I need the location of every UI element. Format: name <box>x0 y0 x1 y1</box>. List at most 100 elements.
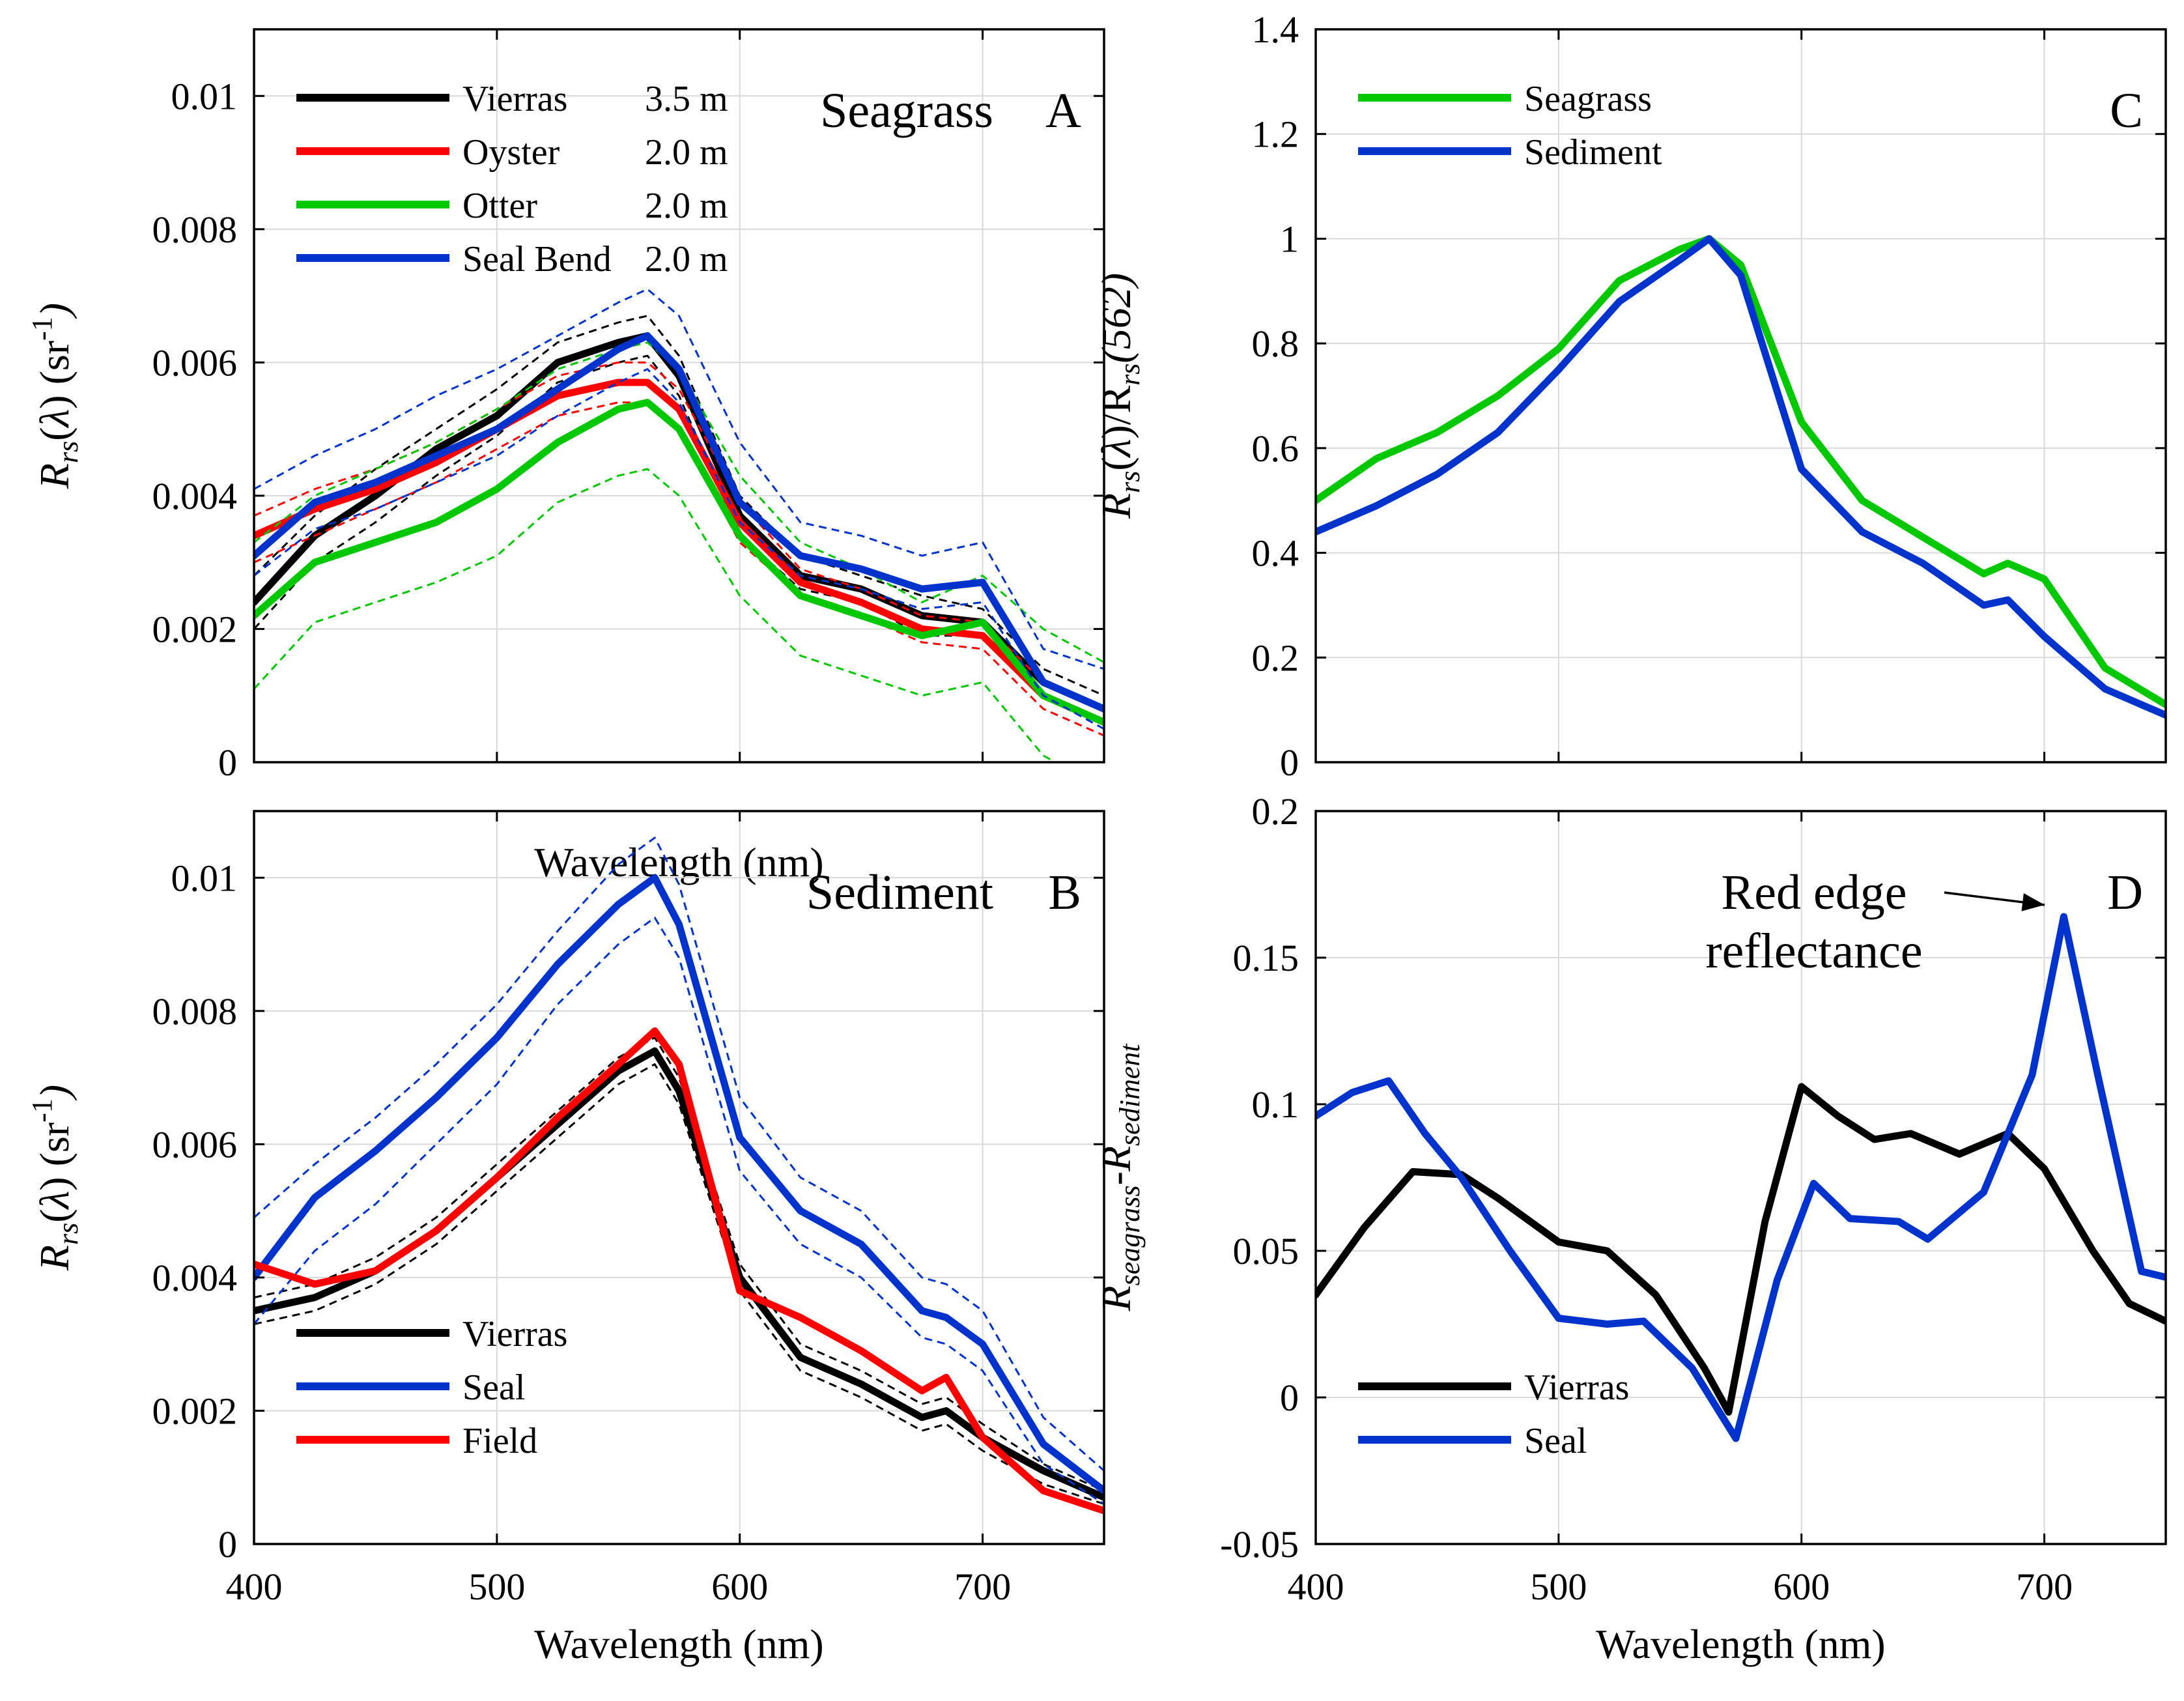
panel-C: 0 0.2 0.4 0.6 0.8 1 1.2 1.4 Rrs(λ)/Rrs(562) C Seag… <box>1093 8 2167 784</box>
y-tick-label: 0.1 <box>1252 1083 1299 1126</box>
legend-label: Field <box>462 1421 537 1461</box>
y-tick-label: 0.2 <box>1252 636 1299 679</box>
series-seal-line <box>1316 913 2166 1442</box>
panel-D: -0.05 0 0.05 0.1 0.15 0.2 400 500 600 700 Waveleng… <box>1093 790 2167 1667</box>
y-tick-label: 0.15 <box>1233 937 1299 979</box>
series-vierras-dashed-bound <box>254 1036 1104 1492</box>
y-tick-label: 0.01 <box>171 75 238 117</box>
y-tick-label: 1 <box>1280 218 1299 260</box>
legend-depth: 2.0 m <box>645 239 728 279</box>
legend-label: Sediment <box>1524 132 1662 173</box>
series-seal-bend-dashed-bound <box>254 368 1104 730</box>
legend: Vierras Seal <box>1358 1367 1629 1461</box>
annotation-text: reflectance <box>1705 924 1922 979</box>
axes-frame <box>253 28 1105 764</box>
x-axis-label: Wavelength (nm) <box>534 839 823 885</box>
legend-label: Seal Bend <box>462 239 612 279</box>
panel-letter: A <box>1045 83 1081 138</box>
y-axis-label: Rrs(λ) (sr-1) <box>26 1085 84 1271</box>
legend-label: Vierras <box>1524 1367 1629 1408</box>
annotation-text: Red edge <box>1722 865 1907 920</box>
x-tick-label: 400 <box>226 1565 283 1608</box>
legend: Vierras Seal Field <box>296 1314 567 1461</box>
legend-depth: 2.0 m <box>645 132 728 173</box>
series-seal-bend-dashed-bound <box>254 288 1104 670</box>
series-seal-line <box>254 874 1104 1494</box>
y-tick-label: 0.8 <box>1252 322 1299 365</box>
series-otter-dashed-bound <box>254 341 1104 663</box>
x-tick-label: 700 <box>2016 1565 2073 1608</box>
plot-area <box>1316 913 2166 1442</box>
plot-area <box>254 288 1104 762</box>
series-oyster-dashed-bound <box>254 401 1104 737</box>
y-tick-label: 0 <box>218 741 237 784</box>
series-seal-dashed-bound <box>254 917 1104 1505</box>
y-tick-label: 0.002 <box>152 608 238 650</box>
y-axis-label: Rseagrass-Rsediment <box>1093 1043 1146 1312</box>
series-seagrass-line <box>1316 235 2166 709</box>
y-tick-label: 0.008 <box>152 990 238 1033</box>
y-tick-label: 0.004 <box>152 1257 238 1299</box>
x-tick-label: 600 <box>1773 1565 1830 1608</box>
series-vierras-dashed-bound <box>254 315 1104 697</box>
legend: Vierras 3.5 m Oyster 2.0 m Otter 2.0 m Seal Be… <box>296 79 728 279</box>
panel-title: Sediment <box>806 865 993 920</box>
plot-area <box>254 836 1104 1515</box>
y-tick-label: 0.6 <box>1252 427 1299 470</box>
x-axis-label: Wavelength (nm) <box>1596 1621 1885 1667</box>
y-tick-label: 0 <box>1280 1377 1299 1419</box>
plot-area <box>1316 235 2166 719</box>
axes-frame <box>1314 28 2167 764</box>
x-tick-label: 500 <box>468 1565 525 1608</box>
x-tick-label: 400 <box>1288 1565 1344 1608</box>
y-axis-label: Rrs(λ) (sr-1) <box>26 303 84 489</box>
panel-letter: D <box>2107 865 2143 920</box>
x-axis-label: Wavelength (nm) <box>534 1621 823 1667</box>
y-tick-label: 0.01 <box>171 857 238 899</box>
legend-label: Vierras <box>462 79 567 119</box>
y-tick-label: 0.4 <box>1252 532 1299 575</box>
legend: Seagrass Sediment <box>1358 79 1662 173</box>
series-otter-line <box>254 399 1104 726</box>
x-tick-label: 600 <box>711 1565 768 1608</box>
legend-depth: 3.5 m <box>645 79 728 119</box>
y-tick-label: 0 <box>218 1523 237 1565</box>
axes-frame <box>253 810 1105 1545</box>
series-vierras-dashed-bound <box>254 1063 1104 1506</box>
panel-letter: B <box>1048 865 1081 920</box>
legend-label: Seal <box>1524 1421 1587 1461</box>
x-tick-label: 500 <box>1530 1565 1587 1608</box>
y-tick-label: 0 <box>1280 741 1299 784</box>
legend-label: Seagrass <box>1524 79 1652 119</box>
y-tick-label: 1.2 <box>1252 113 1299 156</box>
y-tick-label: 0.006 <box>152 1123 238 1165</box>
series-field-line <box>254 1027 1104 1515</box>
y-axis-label: Rrs(λ)/Rrs(562) <box>1093 273 1146 519</box>
y-tick-label: 0.05 <box>1233 1230 1299 1272</box>
y-tick-label: 0.004 <box>152 475 238 517</box>
y-tick-label: -0.05 <box>1220 1523 1299 1565</box>
y-tick-label: 0.006 <box>152 341 238 384</box>
legend-label: Oyster <box>462 132 560 173</box>
legend-label: Otter <box>462 186 537 226</box>
y-tick-label: 0.2 <box>1252 790 1299 833</box>
series-vierras-line <box>254 332 1104 713</box>
panel-title: Seagrass <box>820 83 993 138</box>
x-tick-label: 700 <box>954 1565 1011 1608</box>
panel-letter: C <box>2110 83 2143 138</box>
series-otter-dashed-bound <box>254 468 1058 762</box>
legend-label: Vierras <box>462 1314 567 1354</box>
series-seal-bend-line <box>254 332 1104 713</box>
series-seal-dashed-bound <box>254 836 1104 1472</box>
panel-B: 0 0.002 0.004 0.006 0.008 0.01 400 500 600 700 Wav… <box>26 810 1105 1667</box>
annotation-arrowhead <box>2021 893 2045 911</box>
series-vierras-line <box>1316 1083 2166 1416</box>
y-tick-label: 1.4 <box>1252 8 1299 51</box>
axes-frame <box>1314 810 2167 1545</box>
y-tick-label: 0.002 <box>152 1390 238 1432</box>
y-tick-label: 0.008 <box>152 208 238 251</box>
legend-label: Seal <box>462 1367 525 1408</box>
panel-A: 0 0.002 0.004 0.006 0.008 0.01 Wavelength (nm)… <box>26 28 1105 885</box>
legend-depth: 2.0 m <box>645 186 728 226</box>
